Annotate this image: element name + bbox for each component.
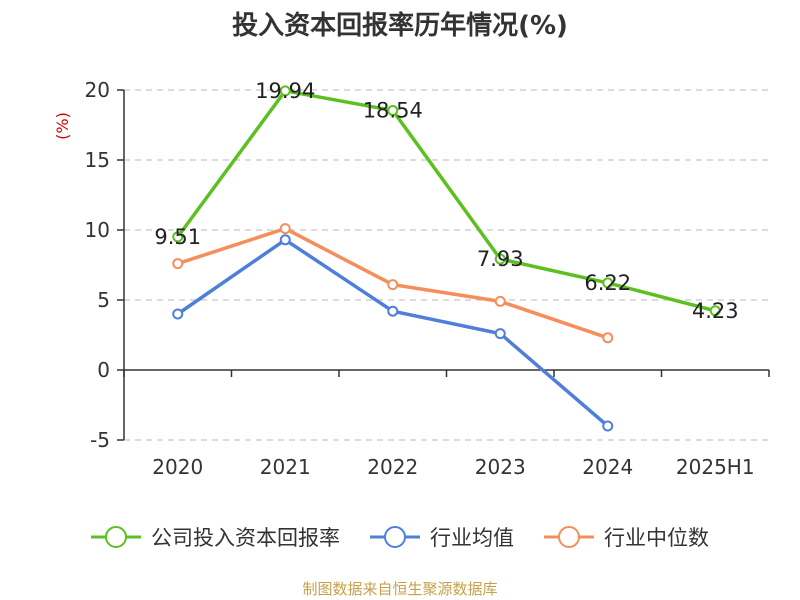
data-point (387, 305, 399, 317)
data-point (494, 328, 506, 340)
y-tick-label: 10 (85, 218, 110, 242)
data-label: 7.93 (477, 247, 524, 271)
data-label: 6.22 (584, 271, 631, 295)
y-tick-label: -5 (90, 428, 110, 452)
data-point (602, 277, 614, 289)
data-point (387, 104, 399, 116)
legend-swatch-marker (558, 526, 580, 548)
grid-layer (124, 89, 769, 441)
data-point (172, 231, 184, 243)
x-tick-label: 2022 (367, 455, 418, 479)
data-point (602, 332, 614, 344)
x-tick-label: 2025H1 (676, 455, 755, 479)
legend-item-2: 行业中位数 (544, 526, 709, 550)
legend-label: 公司投入资本回报率 (151, 526, 340, 550)
y-tick-label: 5 (97, 288, 110, 312)
data-point (279, 85, 291, 97)
legend-label: 行业中位数 (604, 526, 709, 550)
data-point (172, 308, 184, 320)
data-point (279, 223, 291, 235)
series-line-0 (176, 89, 717, 313)
x-tick-label: 2023 (475, 455, 526, 479)
data-point (279, 234, 291, 246)
legend: 公司投入资本回报率 行业均值 行业中位数 (91, 526, 709, 550)
data-label: 4.23 (692, 299, 739, 323)
data-point (709, 305, 721, 317)
legend-label: 行业均值 (430, 526, 514, 550)
x-tick-label: 2021 (260, 455, 311, 479)
x-tick-label: 2024 (582, 455, 633, 479)
legend-item-1: 行业均值 (370, 526, 514, 550)
data-point (494, 253, 506, 265)
legend-item-0: 公司投入资本回报率 (91, 526, 340, 550)
y-axis-unit-label: (%) (53, 112, 72, 140)
source-note: 制图数据来自恒生聚源数据库 (302, 580, 497, 598)
data-point (602, 420, 614, 432)
chart-title: 投入资本回报率历年情况(%) (232, 10, 568, 41)
data-point (387, 279, 399, 291)
x-tick-label: 2020 (152, 455, 203, 479)
data-point (172, 258, 184, 270)
y-tick-label: 15 (85, 148, 110, 172)
data-label-layer: 9.51 19.94 18.54 7.93 6.22 4.23 (154, 79, 738, 323)
y-tick-label: 0 (97, 358, 110, 382)
legend-swatch-marker (105, 526, 127, 548)
data-label: 18.54 (363, 98, 423, 122)
data-point (494, 295, 506, 307)
y-tick-label: 20 (85, 78, 110, 102)
data-label: 9.51 (154, 225, 201, 249)
series-layer (172, 85, 721, 432)
legend-swatch-marker (384, 526, 406, 548)
data-label: 19.94 (255, 79, 315, 103)
